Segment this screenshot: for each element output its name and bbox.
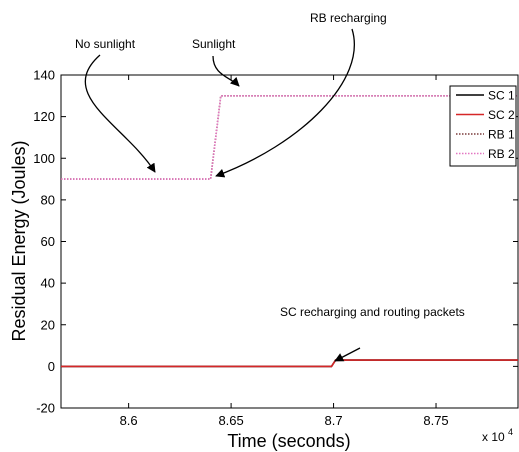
x-tick-labels: 8.6 8.65 8.7 8.75 <box>120 413 449 428</box>
y-tick-labels: -20 0 20 40 60 80 100 120 140 <box>33 68 55 416</box>
x-exponent-base: x 10 <box>482 430 505 444</box>
x-tick-label: 8.75 <box>423 413 448 428</box>
series-line-sc-2 <box>61 359 518 368</box>
x-tick-label: 8.65 <box>218 413 243 428</box>
annotation-no-sunlight-arrow <box>84 54 156 173</box>
annotation-no-sunlight: No sunlight <box>75 37 136 51</box>
annotation-rb-recharging: RB recharging <box>310 11 387 25</box>
annotation-sunlight: Sunlight <box>192 37 236 51</box>
y-tick-label: 0 <box>48 359 55 374</box>
x-tick-label: 8.7 <box>325 413 343 428</box>
legend-label: SC 1 <box>488 89 515 103</box>
x-axis-title: Time (seconds) <box>227 431 350 451</box>
series-line-rb-2 <box>61 95 518 180</box>
legend-label: SC 2 <box>488 108 515 122</box>
y-tick-label: 40 <box>41 276 55 291</box>
x-exponent-label: x 10 4 <box>482 427 513 444</box>
y-tick-label: 120 <box>33 109 55 124</box>
legend-label: RB 2 <box>488 147 515 161</box>
y-tick-label: 20 <box>41 317 55 332</box>
y-tick-label: 60 <box>41 234 55 249</box>
plot-area <box>60 74 519 409</box>
legend: SC 1 SC 2 RB 1 RB 2 <box>449 85 517 167</box>
y-tick-label: -20 <box>36 401 55 416</box>
legend-box <box>449 85 517 167</box>
annotation-rb-recharging-arrow <box>215 28 355 178</box>
y-tick-label: 140 <box>33 68 55 83</box>
x-tick-label: 8.6 <box>120 413 138 428</box>
y-tick-label: 80 <box>41 192 55 207</box>
annotation-sc-recharging: SC recharging and routing packets <box>280 305 465 319</box>
annotation-sunlight-arrow <box>212 55 240 87</box>
legend-label: RB 1 <box>488 128 515 142</box>
annotation-sc-recharging-arrow <box>334 347 361 362</box>
y-tick-label: 100 <box>33 151 55 166</box>
x-exponent-power: 4 <box>508 427 513 437</box>
y-axis-title: Residual Energy (Joules) <box>9 140 29 341</box>
annotations: No sunlight Sunlight RB recharging SC re… <box>75 11 465 362</box>
legend-items: SC 1 SC 2 RB 1 RB 2 <box>456 89 515 161</box>
series-layer <box>61 95 518 368</box>
